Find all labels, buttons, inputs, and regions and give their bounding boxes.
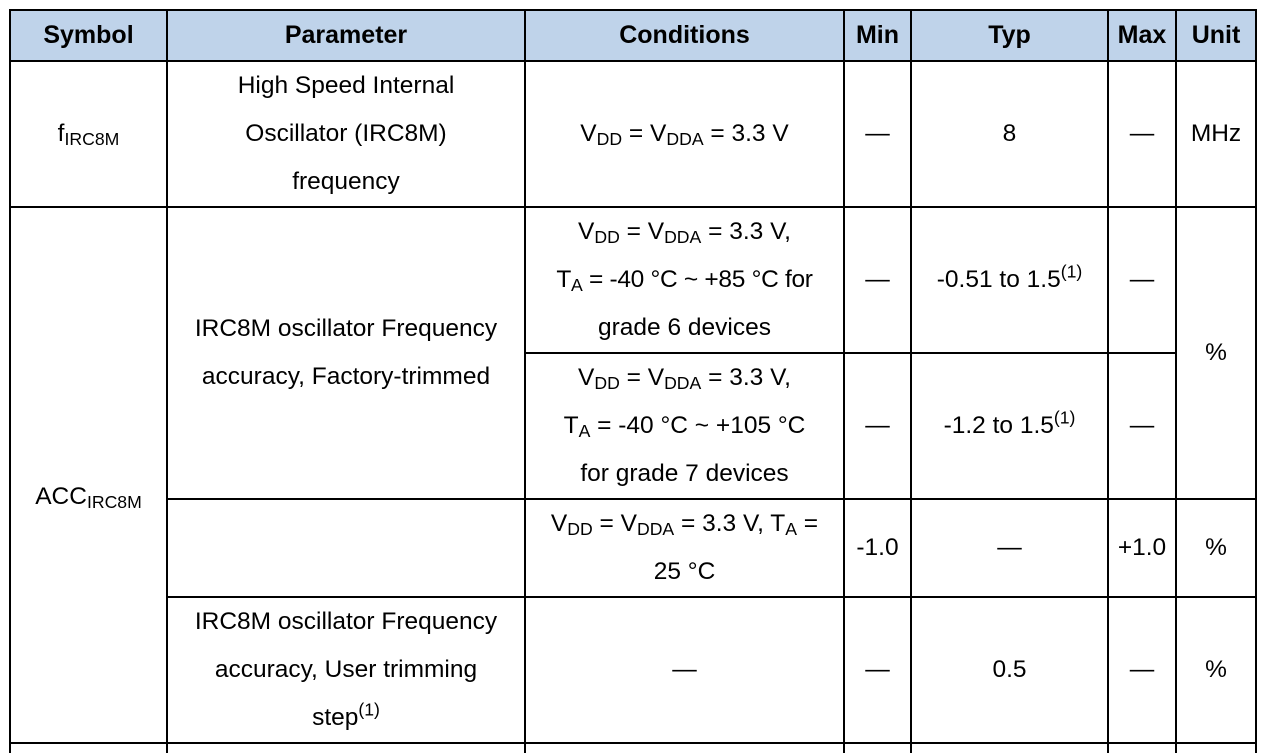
- cell-typ-firc8m: 8: [910, 60, 1109, 208]
- cell-parameter-firc8m: High Speed Internal Oscillator (IRC8M) f…: [166, 60, 526, 208]
- cell-conditions-user-trimming: —: [524, 596, 845, 744]
- header-parameter: Parameter: [166, 9, 526, 62]
- cell-typ-grade7: -1.2 to 1.5(1): [910, 352, 1109, 500]
- cell-max-25c: +1.0: [1107, 498, 1177, 598]
- header-unit: Unit: [1175, 9, 1257, 62]
- cell-min-firc8m: —: [843, 60, 912, 208]
- cell-typ-user-trimming: 0.5: [910, 596, 1109, 744]
- header-conditions: Conditions: [524, 9, 845, 62]
- table-row-next-partial: [9, 742, 1257, 753]
- cell-unit-25c: %: [1175, 498, 1257, 598]
- cell-parameter-user-trimming: IRC8M oscillator Frequency accuracy, Use…: [166, 596, 526, 744]
- cell-unit-firc8m: MHz: [1175, 60, 1257, 208]
- header-row: Symbol Parameter Conditions Min Typ Max …: [9, 9, 1257, 62]
- cell-min-25c: -1.0: [843, 498, 912, 598]
- cell-symbol-firc8m: fIRC8M: [9, 60, 168, 208]
- header-symbol: Symbol: [9, 9, 168, 62]
- header-min: Min: [843, 9, 912, 62]
- table-row-user-trimming: IRC8M oscillator Frequency accuracy, Use…: [10, 596, 1257, 744]
- cell-parameter-blank: [166, 498, 526, 598]
- irc8m-spec-table: Symbol Parameter Conditions Min Typ Max …: [9, 9, 1257, 753]
- table-row-acc-grade7: VDD = VDDA = 3.3 V, TA = -40 °C ~ +105 °…: [10, 352, 1256, 500]
- cell-conditions-grade6: VDD = VDDA = 3.3 V, TA = -40 °C ~ +85 °C…: [524, 206, 845, 354]
- cell-conditions-grade7: VDD = VDDA = 3.3 V, TA = -40 °C ~ +105 °…: [524, 352, 845, 500]
- cell-max-firc8m: —: [1107, 60, 1177, 208]
- cell-unit-user-trimming: %: [1175, 596, 1257, 744]
- table-row-firc8m: fIRC8M High Speed Internal Oscillator (I…: [9, 60, 1257, 208]
- cell-conditions-25c: VDD = VDDA = 3.3 V, TA = 25 °C: [524, 498, 845, 598]
- cell-unit-factory-trimmed: %: [1175, 206, 1257, 500]
- table-row-acc-25c: VDD = VDDA = 3.3 V, TA = 25 °C -1.0 — +1…: [10, 498, 1257, 598]
- cell-min-grade6: —: [843, 206, 912, 354]
- cell-typ-grade6: -0.51 to 1.5(1): [910, 206, 1109, 354]
- cell-parameter-factory-trimmed: IRC8M oscillator Frequency accuracy, Fac…: [166, 206, 526, 500]
- cell-typ-25c: —: [910, 498, 1109, 598]
- cell-max-grade7: —: [1107, 352, 1177, 500]
- cell-max-user-trimming: —: [1107, 596, 1177, 744]
- cell-conditions-firc8m: VDD = VDDA = 3.3 V: [524, 60, 845, 208]
- cell-symbol-accirc8m: ACCIRC8M: [9, 206, 168, 744]
- cell-min-user-trimming: —: [843, 596, 912, 744]
- header-max: Max: [1107, 9, 1177, 62]
- cell-max-grade6: —: [1107, 206, 1177, 354]
- header-typ: Typ: [910, 9, 1109, 62]
- table-row-acc-grade6: ACCIRC8M IRC8M oscillator Frequency accu…: [9, 206, 1257, 744]
- cell-min-grade7: —: [843, 352, 912, 500]
